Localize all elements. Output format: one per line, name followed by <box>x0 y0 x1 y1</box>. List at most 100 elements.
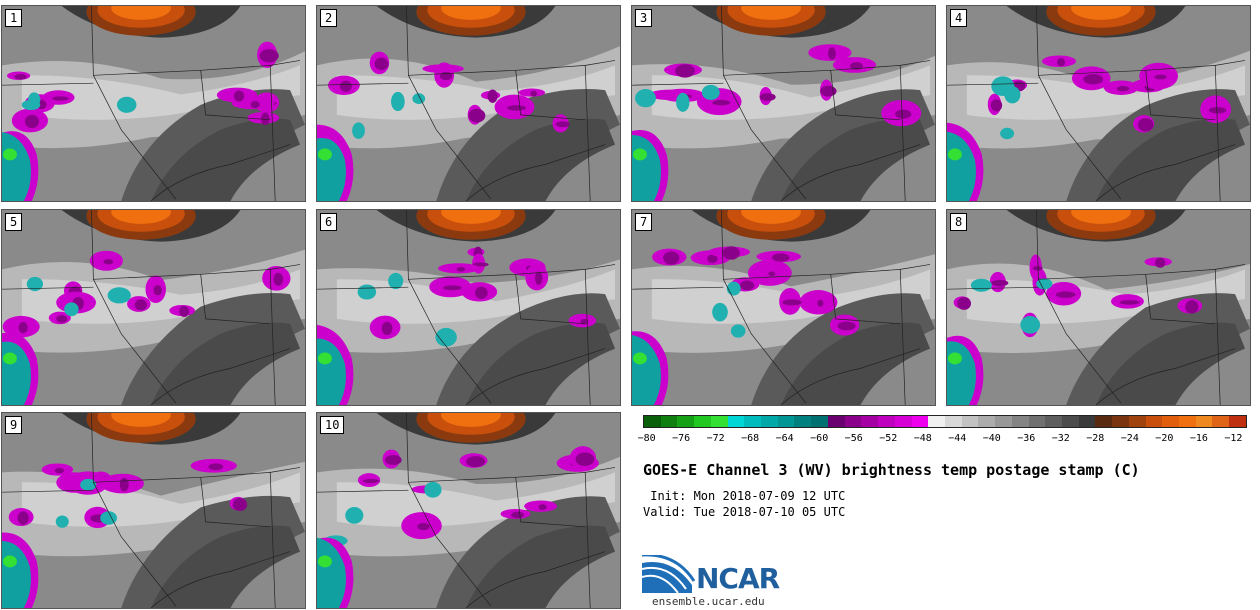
state-border <box>515 65 591 201</box>
colorbar-tick: −52 <box>879 433 898 444</box>
convection-core <box>506 105 527 111</box>
convection-core <box>707 254 718 264</box>
state-border <box>93 279 177 404</box>
state-border <box>1145 274 1216 325</box>
state-border <box>317 489 409 493</box>
colorbar-swatch <box>911 416 929 427</box>
convection-cyan <box>55 515 69 528</box>
convection-core <box>14 73 27 80</box>
state-border <box>780 348 921 405</box>
state-border <box>830 70 901 121</box>
convection-core <box>134 299 147 311</box>
ncar-logo-icon <box>642 555 696 594</box>
state-border <box>200 477 271 528</box>
convection-core <box>1154 257 1166 268</box>
colorbar-swatch <box>978 416 996 427</box>
colorbar-tick: −76 <box>672 433 691 444</box>
convection-core <box>1137 118 1154 132</box>
moist-band-core <box>966 65 1246 120</box>
convection-cyan <box>107 287 131 304</box>
state-border <box>317 82 409 86</box>
colorbar-swatch <box>1162 416 1179 427</box>
convection-core <box>771 253 790 262</box>
colorbar-swatch <box>995 416 1012 427</box>
convection-core <box>362 479 380 484</box>
convection-core <box>850 62 863 70</box>
state-border <box>408 75 492 200</box>
dry-slot-core <box>466 322 616 405</box>
colorbar-swatch <box>878 416 895 427</box>
convection-core <box>153 285 162 296</box>
colorbar-swatch <box>827 416 845 427</box>
convection-core <box>827 47 836 60</box>
convection-core <box>675 64 695 78</box>
water-vapor-map <box>632 6 935 201</box>
state-border <box>465 551 606 608</box>
convection-cyan <box>28 92 41 107</box>
water-vapor-map <box>317 413 620 608</box>
dry-slot-core <box>466 525 616 608</box>
west-convection <box>317 537 346 608</box>
state-border <box>317 286 409 290</box>
state-border <box>900 264 931 270</box>
colorbar-swatch <box>944 416 962 427</box>
convection-core <box>17 511 29 525</box>
water-vapor-map <box>2 6 305 201</box>
colorbar <box>643 415 1247 428</box>
convection-core <box>739 280 755 291</box>
west-convection-core <box>2 352 17 365</box>
convection-cyan <box>352 122 365 139</box>
state-border <box>632 82 724 86</box>
panel-label: 3 <box>635 9 653 27</box>
colorbar-swatch <box>961 416 979 427</box>
convection-core <box>580 318 589 325</box>
west-convection-core <box>632 148 647 161</box>
convection-core <box>895 109 912 119</box>
panel-3: 3 <box>631 5 936 202</box>
panel-label: 1 <box>5 9 23 27</box>
colorbar-tick: −20 <box>1155 433 1174 444</box>
dry-slot-core <box>781 322 931 405</box>
convection-core <box>119 477 129 492</box>
convection-core <box>208 463 224 471</box>
convection-core <box>534 271 543 285</box>
colorbar-tick: −48 <box>913 433 932 444</box>
convection-core <box>472 262 489 267</box>
state-border <box>465 348 606 405</box>
convection-core <box>555 121 570 128</box>
convection-core <box>24 114 39 129</box>
convection-core <box>722 246 740 260</box>
warm-blob-core <box>441 6 501 20</box>
state-border <box>1095 144 1236 201</box>
convection-core <box>232 498 248 512</box>
state-border <box>200 70 271 121</box>
colorbar-tick: −60 <box>810 433 829 444</box>
colorbar-swatch <box>644 416 661 427</box>
state-border <box>200 274 271 325</box>
state-border <box>270 467 301 473</box>
convection-cyan <box>357 284 377 300</box>
panel-label: 8 <box>950 213 968 231</box>
state-border <box>1095 348 1236 405</box>
west-convection <box>632 335 661 405</box>
warm-blob-core <box>741 210 801 224</box>
convection-cyan <box>116 96 137 113</box>
warm-blob-core <box>441 210 501 224</box>
convection-core <box>52 96 69 101</box>
convection-core <box>768 271 776 277</box>
convection-cyan <box>726 281 741 296</box>
convection-cyan <box>26 276 44 292</box>
state-border <box>1215 264 1246 270</box>
convection-cyan <box>635 89 656 108</box>
convection-core <box>538 504 547 511</box>
panel-label: 5 <box>5 213 23 231</box>
state-border <box>2 286 94 290</box>
moist-band-core <box>336 65 616 120</box>
colorbar-ticks: −80 −76 −72 −68 −64 −60 −56 −52 −48 −44 −40 −36 −32 −… <box>638 433 1247 447</box>
colorbar-swatch <box>744 416 762 427</box>
panel-label: 6 <box>320 213 338 231</box>
dry-slot-core <box>151 118 301 201</box>
colorbar-tick: −24 <box>1120 433 1139 444</box>
state-border <box>1145 269 1221 405</box>
panel-label: 4 <box>950 9 968 27</box>
